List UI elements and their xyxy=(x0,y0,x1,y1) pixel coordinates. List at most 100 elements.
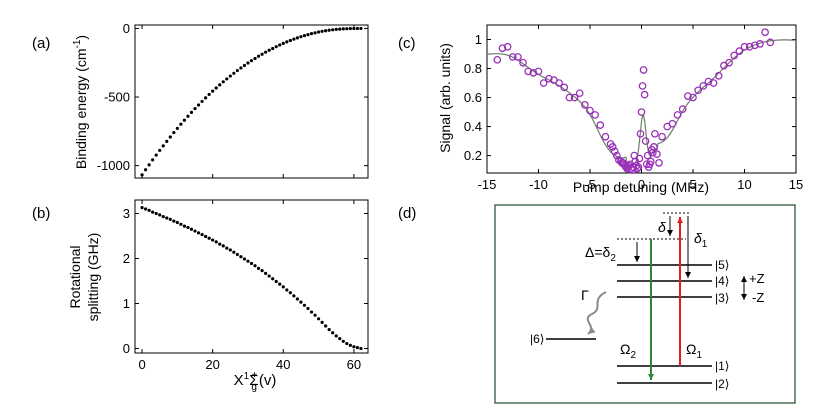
chart-b-point xyxy=(327,328,331,332)
chart-c-point xyxy=(704,77,713,86)
chart-c-xtick-label: -5 xyxy=(584,177,596,192)
chart-c-point xyxy=(699,82,708,90)
chart-a-point xyxy=(267,48,271,52)
chart-a-point xyxy=(313,31,317,35)
chart-b-point xyxy=(313,313,317,317)
chart-a-point xyxy=(225,77,229,81)
chart-b-xtick-label: 0 xyxy=(138,357,145,372)
chart-b-point xyxy=(302,303,307,307)
Delta-label: Δ=δ2 xyxy=(585,244,616,264)
chart-b-point xyxy=(158,213,162,217)
chart-c-point xyxy=(639,66,648,74)
chart-a-point xyxy=(324,29,328,33)
chart-c-point xyxy=(709,79,718,87)
chart-a-point xyxy=(193,106,197,111)
chart-a-point xyxy=(309,32,314,36)
chart-b-xlabel: X1Σ+ g (v) xyxy=(234,370,277,393)
chart-a-point xyxy=(253,56,257,61)
chart-c-point xyxy=(756,40,764,48)
level-4-label: |4⟩ xyxy=(715,274,729,288)
chart-b-ytick-label: 3 xyxy=(123,206,130,221)
chart-b-point xyxy=(147,208,151,212)
chart-a-point xyxy=(161,144,165,148)
chart-a-frame xyxy=(134,24,369,179)
chart-c-point xyxy=(658,132,666,141)
level-5-label: |5⟩ xyxy=(715,258,729,272)
chart-a: Binding energy (cm-1) -1000 -500 0 xyxy=(72,21,369,179)
chart-b-point xyxy=(165,216,169,220)
chart-c-point xyxy=(761,28,769,37)
panel-label-d: (d) xyxy=(398,205,416,222)
chart-a-point xyxy=(151,158,155,162)
chart-b-point xyxy=(260,269,264,273)
chart-c-point xyxy=(634,163,643,172)
chart-c-xlabel: Pump detuning (MHz) xyxy=(573,179,709,195)
chart-c-point xyxy=(651,129,659,138)
chart-c-point xyxy=(560,83,569,92)
chart-a-ytick-label: -1000 xyxy=(97,158,130,173)
chart-a-point xyxy=(316,30,321,34)
chart-a-point xyxy=(331,28,335,32)
chart-c-point xyxy=(740,42,749,51)
chart-b-point xyxy=(140,206,144,210)
gamma-label: Γ xyxy=(581,287,589,303)
chart-c-point xyxy=(539,79,548,87)
chart-b-point xyxy=(281,285,285,289)
chart-b-xtick-label: 20 xyxy=(205,357,219,372)
chart-a-point xyxy=(260,52,264,56)
chart-b-point xyxy=(228,248,232,252)
diagram-border xyxy=(494,204,796,404)
chart-c-point xyxy=(503,42,512,51)
chart-b-point xyxy=(320,320,324,324)
panel-label-a: (a) xyxy=(32,35,50,52)
chart-c-ytick-label: 0.4 xyxy=(464,119,482,134)
chart-c-point xyxy=(640,90,649,99)
chart-a-point xyxy=(182,118,187,122)
chart-b-point xyxy=(348,343,352,347)
chart-b: Rotational splitting (GHz) X1Σ+ g (v) 0 20 4… xyxy=(67,199,369,393)
chart-c-xtick-label: 0 xyxy=(638,177,645,192)
chart-c-point xyxy=(498,44,507,53)
chart-a-point xyxy=(235,68,239,73)
chart-b-point xyxy=(168,217,172,221)
omega1-label: Ω1 xyxy=(686,341,702,361)
chart-b-ytick-label: 2 xyxy=(123,251,130,266)
level-1-label: |1⟩ xyxy=(715,359,729,373)
chart-b-point xyxy=(253,264,257,268)
chart-a-point xyxy=(189,110,194,115)
delta1-label: δ1 xyxy=(694,230,708,250)
chart-b-point xyxy=(179,222,183,226)
minus-z-label: -Z xyxy=(752,290,764,305)
chart-b-point xyxy=(352,345,356,349)
chart-a-point xyxy=(288,38,292,43)
chart-c-xtick-label: 5 xyxy=(689,177,696,192)
chart-a-point xyxy=(175,126,179,130)
gamma-decay-arrow xyxy=(586,291,607,335)
chart-b-point xyxy=(246,259,250,263)
chart-b-point xyxy=(235,252,239,257)
chart-a-point xyxy=(168,135,172,139)
chart-a-point xyxy=(306,33,310,37)
chart-c-xtick-label: -10 xyxy=(529,177,548,192)
chart-c-point xyxy=(508,53,517,61)
chart-a-point xyxy=(186,114,190,118)
chart-c-point xyxy=(633,164,642,173)
chart-b-point xyxy=(271,277,275,281)
chart-a-point xyxy=(359,26,363,31)
chart-b-point xyxy=(355,346,360,350)
chart-b-point xyxy=(143,207,148,211)
chart-b-point xyxy=(264,271,268,275)
chart-b-point xyxy=(331,331,335,335)
chart-b-point xyxy=(288,291,292,295)
omega2-label: Ω2 xyxy=(620,341,636,361)
chart-c-point xyxy=(735,47,744,55)
chart-c-point xyxy=(745,42,754,51)
chart-c-point xyxy=(673,111,682,119)
chart-a-point xyxy=(278,43,282,47)
chart-b-point xyxy=(218,242,222,246)
plus-z-label: +Z xyxy=(749,271,765,286)
chart-a-point xyxy=(249,59,254,63)
chart-a-point xyxy=(320,29,324,33)
chart-b-point xyxy=(214,240,218,244)
